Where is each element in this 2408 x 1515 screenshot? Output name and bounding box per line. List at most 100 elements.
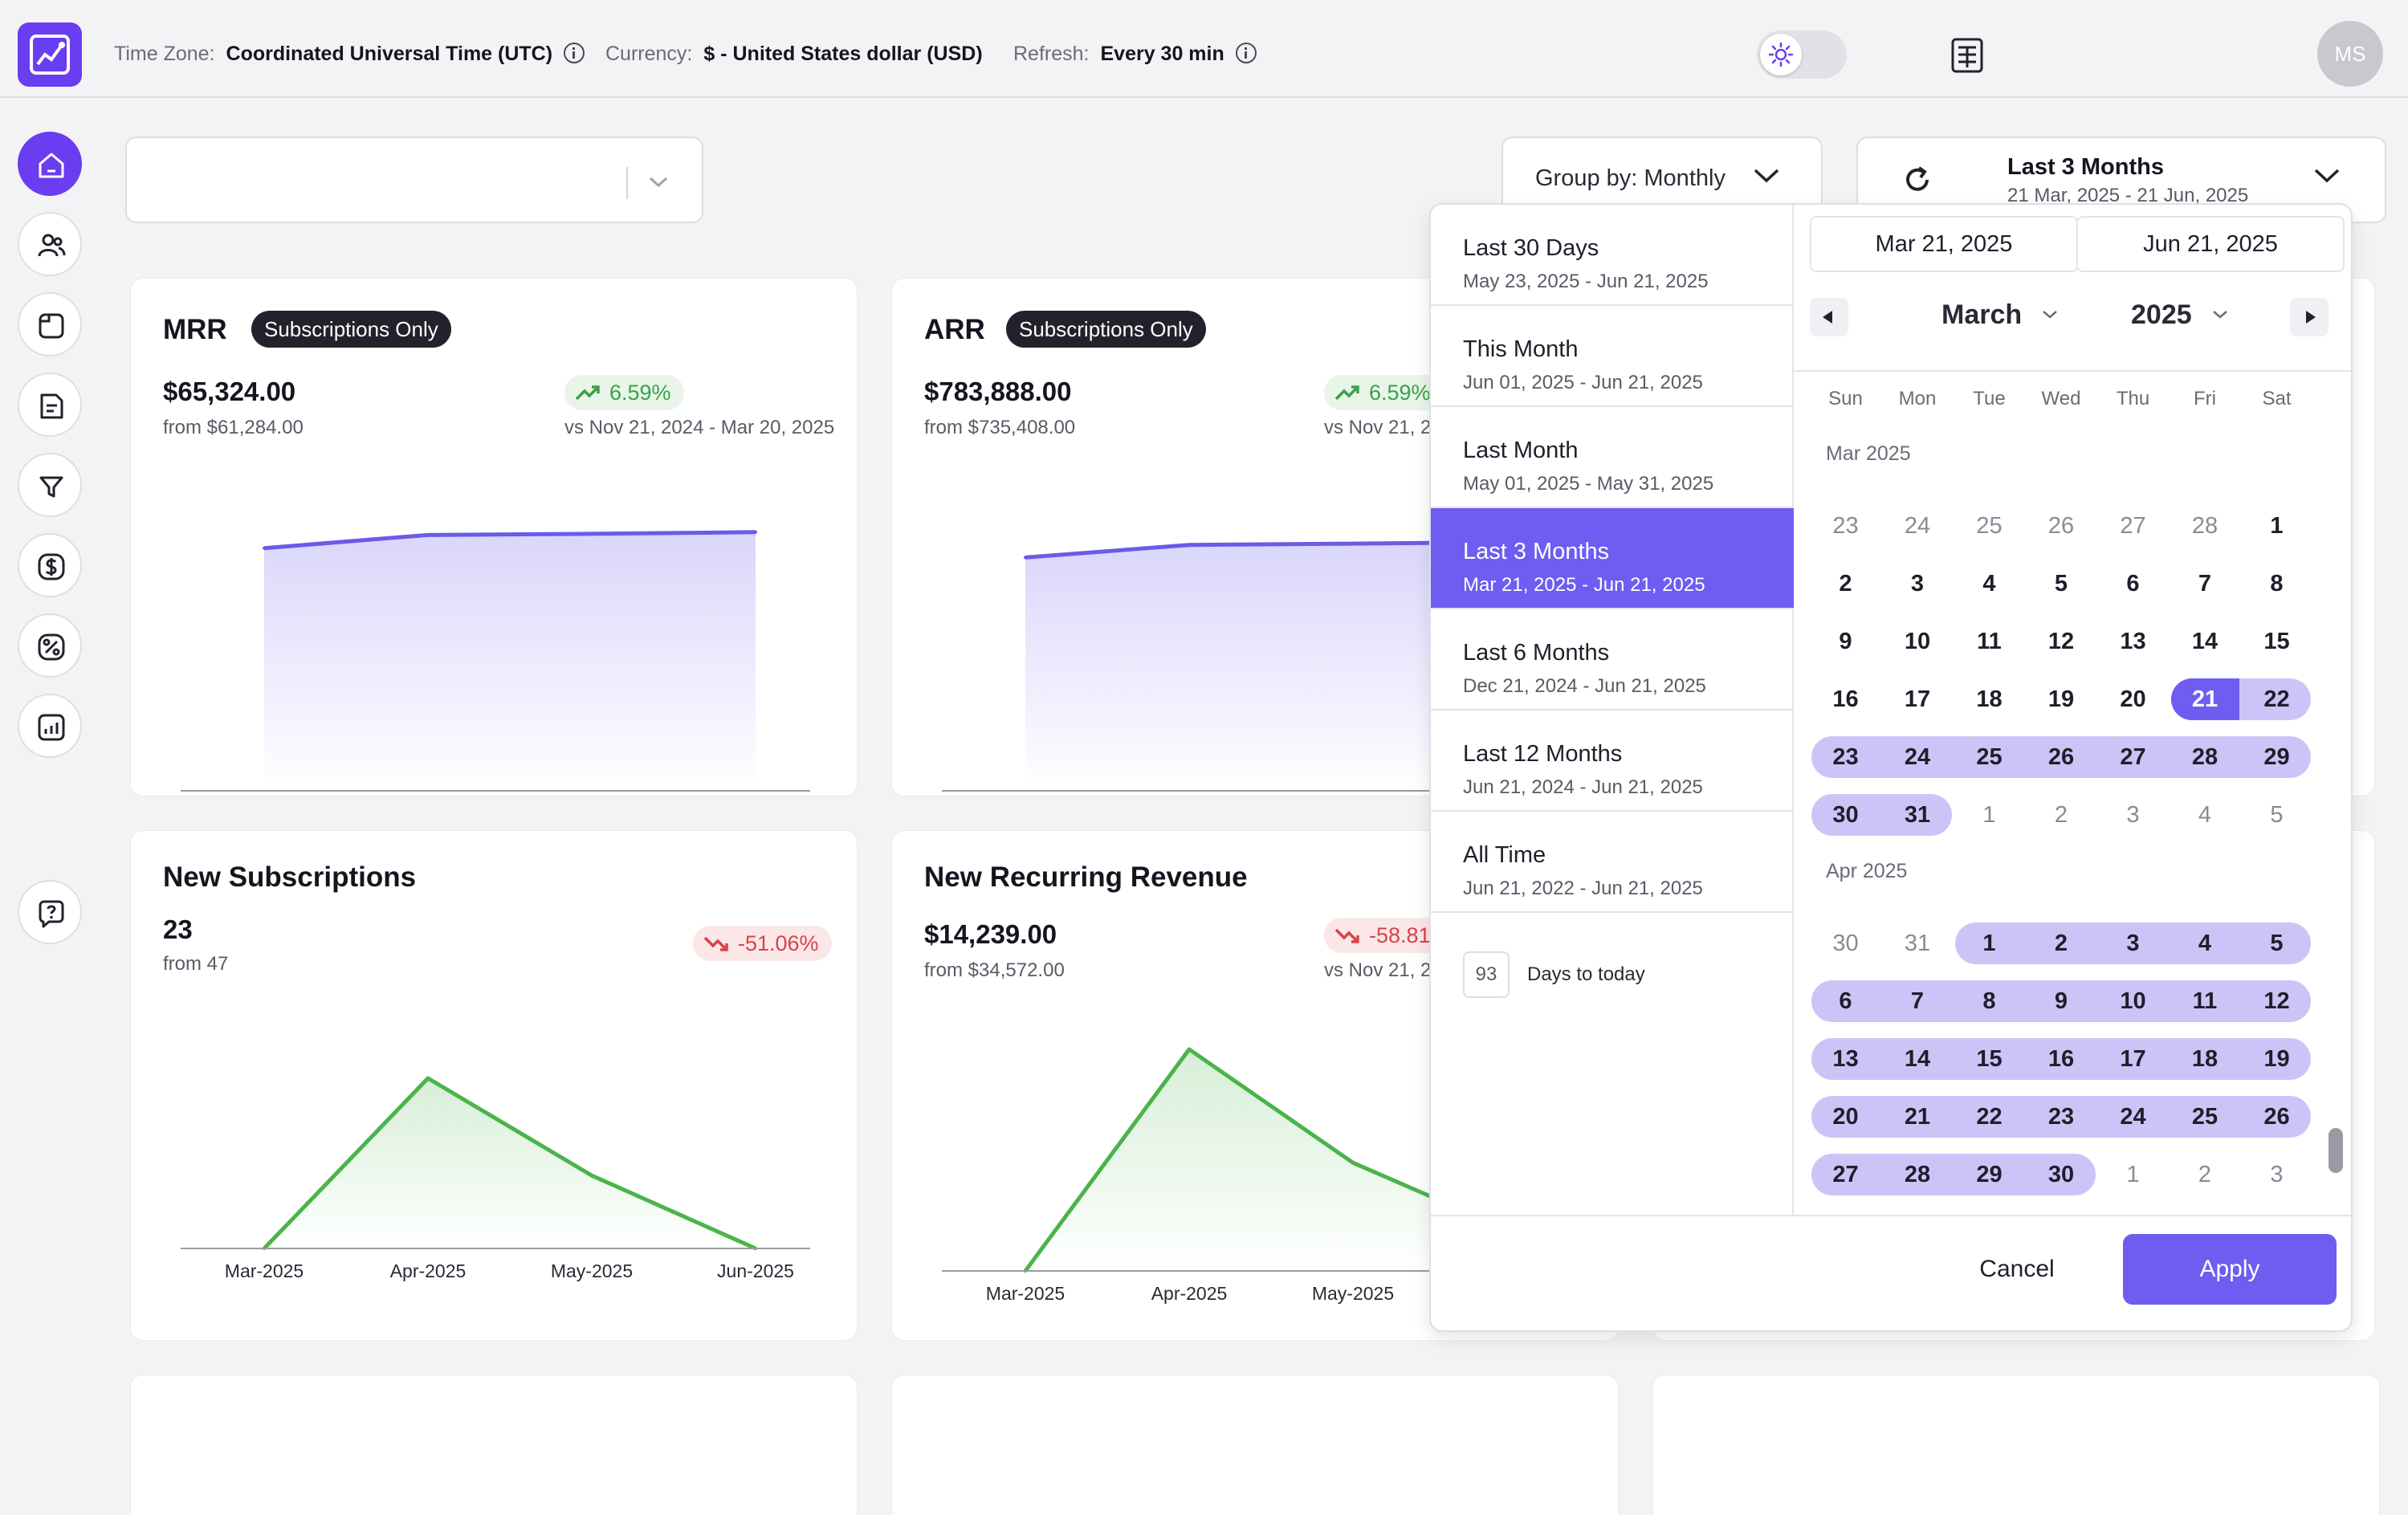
calendar-day[interactable]: 5 (2270, 802, 2284, 828)
calendar-day[interactable]: 21 (2191, 686, 2219, 712)
calendar-day[interactable]: 6 (1839, 988, 1852, 1014)
calendar-day[interactable]: 30 (2047, 1162, 2075, 1187)
calendar-day[interactable]: 27 (2120, 744, 2146, 770)
calendar-day[interactable]: 5 (2270, 931, 2284, 956)
calendar-day[interactable]: 12 (2263, 988, 2290, 1014)
calendar-day[interactable]: 20 (2120, 686, 2146, 712)
filter-select[interactable] (125, 136, 703, 223)
calendar-day[interactable]: 19 (2047, 686, 2075, 712)
calendar-day[interactable]: 1 (1982, 802, 1996, 828)
calendar-day[interactable]: 3 (1910, 571, 1925, 597)
start-date-input[interactable]: Mar 21, 2025 (1810, 216, 2078, 272)
sidebar-item-invoices[interactable] (18, 373, 82, 437)
arr-point[interactable] (1351, 542, 1355, 546)
calendar-day[interactable]: 14 (2191, 629, 2219, 654)
calendar-day[interactable]: 4 (1982, 571, 1996, 597)
mrr-point[interactable] (754, 530, 757, 534)
calendar-day[interactable]: 19 (2263, 1046, 2290, 1072)
preset-item[interactable]: Last 30 Days May 23, 2025 - Jun 21, 2025 (1431, 205, 1794, 306)
calendar-day[interactable]: 15 (1976, 1046, 2003, 1072)
apply-button[interactable]: Apply (2123, 1234, 2337, 1305)
calendar-day[interactable]: 30 (1832, 931, 1859, 956)
calendar-day[interactable]: 15 (2263, 629, 2290, 654)
calendar-day[interactable]: 2 (1839, 571, 1852, 597)
calendar-day[interactable]: 3 (2126, 802, 2140, 828)
chevron-down-icon[interactable] (647, 175, 670, 189)
calendar-day[interactable]: 10 (1904, 629, 1931, 654)
calendar-day[interactable]: 2 (2198, 1162, 2212, 1187)
next-month-button[interactable] (2290, 298, 2329, 336)
calendar-day[interactable]: 1 (2270, 513, 2284, 539)
calendar-day[interactable]: 24 (1904, 744, 1931, 770)
calendar-day[interactable]: 26 (2047, 744, 2075, 770)
calendar-day[interactable]: 7 (2198, 571, 2212, 597)
calendar-day[interactable]: 17 (1904, 686, 1931, 712)
timezone-info-icon[interactable] (564, 43, 585, 63)
refresh-info-icon[interactable] (1235, 43, 1257, 63)
calendar-day[interactable]: 4 (2198, 931, 2212, 956)
calendar-day[interactable]: 31 (1904, 802, 1931, 828)
year-select[interactable]: 2025 (2131, 299, 2229, 331)
prev-month-button[interactable] (1810, 298, 1848, 336)
calendar-day[interactable]: 20 (1832, 1104, 1859, 1130)
calendar-day[interactable]: 2 (2054, 802, 2068, 828)
calendar-day[interactable]: 28 (2191, 744, 2219, 770)
preset-item[interactable]: All Time Jun 21, 2022 - Jun 21, 2025 (1431, 812, 1794, 913)
calendar-day[interactable]: 8 (1982, 988, 1996, 1014)
calendar-day[interactable]: 21 (1904, 1104, 1931, 1130)
calendar-day[interactable]: 25 (1976, 513, 2003, 539)
arr-point[interactable] (1024, 556, 1027, 560)
calendar-day[interactable]: 23 (1832, 744, 1859, 770)
calendar-day[interactable]: 10 (2120, 988, 2146, 1014)
report-document-icon[interactable] (1950, 37, 1985, 74)
calendar-day[interactable]: 3 (2126, 931, 2140, 956)
calendar-day[interactable]: 5 (2054, 571, 2068, 597)
end-date-input[interactable]: Jun 21, 2025 (2076, 216, 2345, 272)
preset-item[interactable]: Last 12 Months Jun 21, 2024 - Jun 21, 202… (1431, 711, 1794, 812)
sidebar-item-subscriptions[interactable] (18, 292, 82, 356)
calendar-scrollbar[interactable] (2329, 1128, 2343, 1173)
calendar-day[interactable]: 3 (2270, 1162, 2284, 1187)
preset-item[interactable]: Last Month May 01, 2025 - May 31, 2025 (1431, 407, 1794, 508)
calendar-day[interactable]: 29 (2263, 744, 2290, 770)
new-subscriptions-point[interactable] (426, 1077, 430, 1080)
calendar-day[interactable]: 29 (1976, 1162, 2003, 1187)
calendar-day[interactable]: 12 (2047, 629, 2075, 654)
calendar-day[interactable]: 31 (1904, 931, 1931, 956)
calendar-day[interactable]: 4 (2198, 802, 2212, 828)
calendar-day[interactable]: 1 (1982, 931, 1996, 956)
calendar-day[interactable]: 22 (1976, 1104, 2003, 1130)
calendar-day[interactable]: 25 (1976, 744, 2003, 770)
calendar-day[interactable]: 18 (1976, 686, 2003, 712)
calendar-day[interactable]: 16 (1832, 686, 1859, 712)
calendar-day[interactable]: 9 (2054, 988, 2068, 1014)
mrr-card[interactable]: MRR Subscriptions Only $65,324.00 from $… (130, 278, 858, 796)
calendar-day[interactable]: 28 (1904, 1162, 1931, 1187)
calendar-day[interactable]: 27 (2120, 513, 2146, 539)
month-select[interactable]: March (1941, 299, 2059, 331)
calendar-day[interactable]: 13 (2120, 629, 2146, 654)
refresh-icon[interactable] (1901, 164, 1933, 196)
sidebar-item-reports[interactable] (18, 694, 82, 758)
days-to-today-input[interactable]: 93 (1463, 951, 1510, 998)
calendar-day[interactable]: 24 (2120, 1104, 2146, 1130)
calendar-day[interactable]: 6 (2126, 571, 2140, 597)
mrr-point[interactable] (263, 546, 266, 550)
sidebar-item-revenue[interactable] (18, 533, 82, 597)
calendar-day[interactable]: 2 (2054, 931, 2068, 956)
sidebar-item-help[interactable] (18, 880, 82, 944)
calendar-day[interactable]: 7 (1910, 988, 1925, 1014)
calendar-day[interactable]: 23 (1832, 513, 1859, 539)
nrr-point[interactable] (1188, 1048, 1191, 1051)
calendar-day[interactable]: 25 (2191, 1104, 2219, 1130)
arr-point[interactable] (1188, 543, 1191, 547)
calendar-day[interactable]: 22 (2263, 686, 2290, 712)
calendar-day[interactable]: 11 (1977, 629, 2002, 654)
calendar-day[interactable]: 13 (1832, 1046, 1859, 1072)
preset-item[interactable]: This Month Jun 01, 2025 - Jun 21, 2025 (1431, 306, 1794, 407)
mrr-point[interactable] (590, 531, 593, 536)
new-subscriptions-card[interactable]: New Subscriptions 23 from 47 -51.06% Mar… (130, 830, 858, 1341)
calendar-day[interactable]: 30 (1832, 802, 1859, 828)
calendar-day[interactable]: 23 (2047, 1104, 2075, 1130)
preset-item[interactable]: Last 3 Months Mar 21, 2025 - Jun 21, 2025 (1431, 508, 1794, 609)
